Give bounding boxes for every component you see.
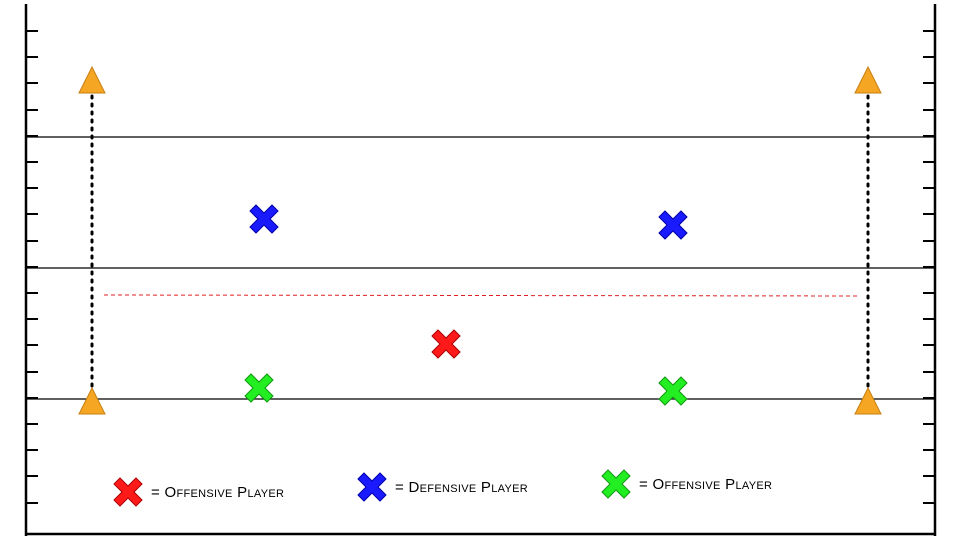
offensive-player-green-x-mark-icon	[658, 376, 688, 406]
legend-item-defensive-blue: = Defensive Player	[357, 472, 528, 502]
offensive-player-red-x-mark-icon	[431, 329, 461, 359]
legend-item-offensive-red: = Offensive Player	[113, 477, 284, 507]
x-mark-icon	[357, 472, 387, 502]
right-hash-marks	[923, 30, 935, 504]
x-mark-icon	[113, 477, 143, 507]
defensive-player-x-mark-icon	[658, 210, 688, 240]
legend-label: = Defensive Player	[395, 478, 528, 496]
legend-item-offensive-green: = Offensive Player	[601, 469, 772, 499]
offensive-player-green-x-mark-icon	[244, 373, 274, 403]
line-of-scrimmage	[103, 294, 859, 297]
x-mark-icon	[601, 469, 631, 499]
left-hash-marks	[26, 30, 38, 504]
cone-triangle-icon	[854, 386, 882, 415]
cone-triangle-icon	[854, 65, 882, 94]
legend-label: = Offensive Player	[151, 483, 285, 501]
cone-triangle-icon	[78, 386, 106, 415]
legend-label: = Offensive Player	[639, 475, 773, 493]
defensive-player-x-mark-icon	[249, 204, 279, 234]
cone-triangle-icon	[78, 65, 106, 94]
